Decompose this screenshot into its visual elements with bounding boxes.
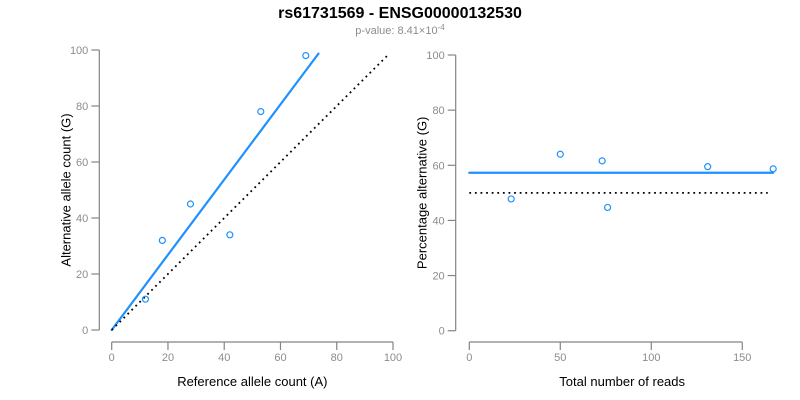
y-tick-label: 0 xyxy=(82,325,88,337)
panel-left: 0 20 40 60 80 100 0 20 40 60 80 100 Reference allele… xyxy=(59,45,403,389)
data-point xyxy=(598,157,606,165)
y-tick-label: 100 xyxy=(426,50,444,62)
figure-subtitle: p-value: 8.41×10-4 xyxy=(0,23,800,37)
y-tick-label: 0 xyxy=(439,326,445,338)
x-tick-label: 0 xyxy=(466,352,472,364)
x-tick-label: 100 xyxy=(384,352,402,364)
data-point xyxy=(556,150,564,158)
identity-line xyxy=(111,54,389,331)
y-tick-label: 40 xyxy=(76,213,88,225)
y-tick-label: 100 xyxy=(70,45,88,57)
y-tick-label: 20 xyxy=(76,269,88,281)
data-point xyxy=(186,200,195,208)
data-point xyxy=(603,203,612,212)
y-tick-label: 20 xyxy=(432,271,444,283)
fit-line xyxy=(110,52,320,332)
data-point xyxy=(302,51,310,60)
data-point xyxy=(158,236,166,244)
x-axis-title: Total number of reads xyxy=(559,374,685,389)
pvalue-base: 8.41×10 xyxy=(397,25,438,37)
data-point xyxy=(507,195,515,203)
y-tick-label: 80 xyxy=(432,105,444,117)
x-tick-label: 0 xyxy=(109,352,115,364)
y-tick-label: 40 xyxy=(432,215,444,227)
data-point xyxy=(257,107,265,116)
panel-right: 0 20 40 60 80 100 0 50 100 150 Total number of rea… xyxy=(415,50,777,389)
pvalue-exponent: -4 xyxy=(437,23,445,32)
x-tick-label: 80 xyxy=(331,352,343,364)
x-tick-label: 50 xyxy=(554,352,566,364)
data-point xyxy=(141,295,150,303)
data-point xyxy=(704,163,712,171)
data-point xyxy=(226,231,234,239)
x-tick-label: 150 xyxy=(733,352,751,364)
x-tick-label: 40 xyxy=(218,352,230,364)
y-tick-label: 60 xyxy=(432,160,444,172)
x-axis-title: Reference allele count (A) xyxy=(177,374,327,389)
y-axis-title: Percentage alternative (G) xyxy=(415,117,430,269)
figure-title: rs61731569 - ENSG00000132530 xyxy=(278,5,522,22)
pvalue-label: p-value: xyxy=(355,25,398,37)
x-tick-label: 60 xyxy=(274,352,286,364)
y-tick-label: 60 xyxy=(76,157,88,169)
x-tick-label: 100 xyxy=(642,352,660,364)
x-tick-label: 20 xyxy=(162,352,174,364)
data-point xyxy=(769,165,777,173)
y-axis-title: Alternative allele count (G) xyxy=(59,113,74,266)
y-tick-label: 80 xyxy=(76,101,88,113)
